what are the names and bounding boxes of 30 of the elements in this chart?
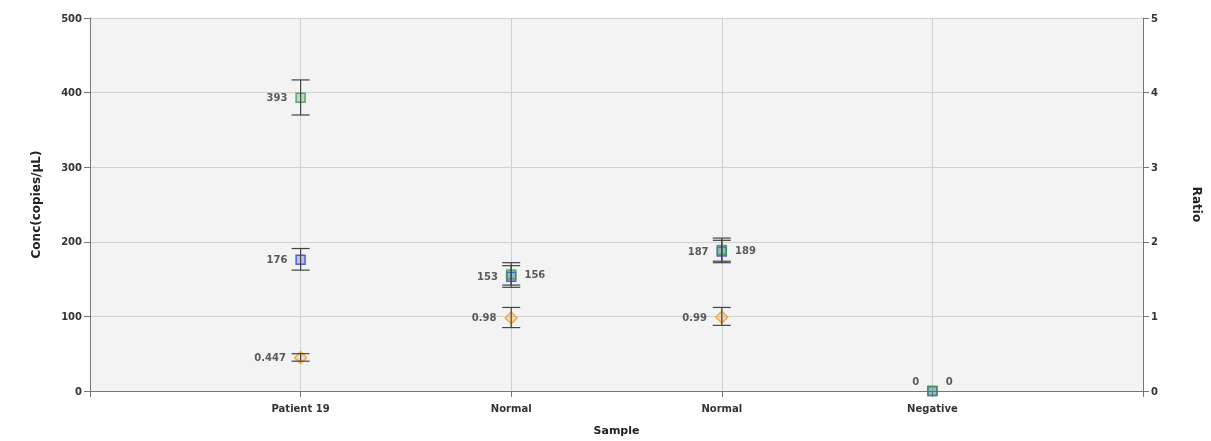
- y2-tick-label: 5: [1151, 12, 1158, 24]
- x-tick-label: Normal: [701, 402, 743, 414]
- x-axis-title: Sample: [593, 424, 640, 437]
- data-label: 0: [912, 375, 920, 387]
- y-tick-label: 200: [61, 236, 83, 248]
- data-label: 0.98: [471, 312, 497, 324]
- data-label: 0.99: [682, 311, 708, 323]
- data-label: 0.447: [254, 352, 286, 364]
- y-tick-label: 400: [61, 87, 83, 99]
- y-axis-title: Conc(copies/µL): [29, 150, 43, 259]
- y2-tick-label: 0: [1151, 385, 1158, 397]
- data-label: 0: [945, 375, 953, 387]
- data-label: 153: [477, 271, 498, 283]
- data-label: 187: [687, 246, 709, 257]
- y-tick-label: 100: [61, 310, 83, 322]
- y-tick-label: 300: [61, 161, 83, 173]
- data-label: 156: [524, 269, 546, 281]
- y-tick-label: 500: [61, 12, 83, 24]
- x-tick-label: Normal: [490, 402, 532, 414]
- data-label: 176: [266, 254, 288, 266]
- y-tick-label: 0: [75, 385, 83, 397]
- y2-tick-label: 3: [1151, 161, 1158, 173]
- y2-tick-label: 4: [1151, 87, 1158, 99]
- y2-axis-title: Ratio: [1190, 186, 1204, 223]
- data-label: 189: [735, 244, 756, 256]
- data-label: 393: [266, 92, 288, 104]
- x-tick-label: Negative: [907, 402, 958, 414]
- y2-tick-label: 2: [1151, 236, 1158, 248]
- y2-tick-label: 1: [1151, 310, 1158, 322]
- x-tick-label: Patient 19: [271, 402, 330, 414]
